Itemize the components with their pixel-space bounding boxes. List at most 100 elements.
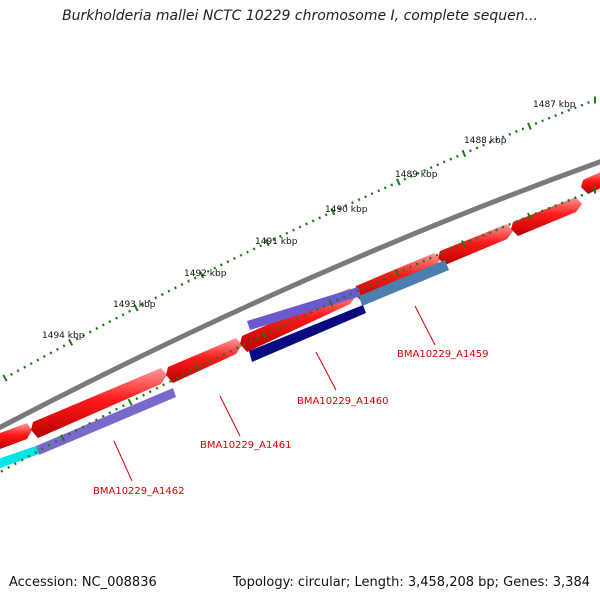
ruler-minor-tick (36, 358, 40, 362)
ruler-minor-tick (259, 244, 263, 248)
ruler-major-tick (199, 271, 205, 279)
ruler-major-tick (133, 304, 139, 312)
feature-bar (36, 388, 176, 455)
ruler-minor-tick (370, 192, 374, 196)
ruler-minor-tick (88, 421, 92, 425)
ruler-minor-tick (455, 154, 459, 158)
ruler-minor-tick (292, 228, 295, 232)
ruler-minor-tick (501, 225, 505, 229)
accession-text: Accession: NC_008836 (9, 575, 157, 590)
ruler-minor-tick (475, 236, 478, 240)
tick-label-1490: 1490 kbp (325, 205, 368, 215)
ruler-minor-tick (27, 454, 31, 458)
ruler-minor-tick (322, 304, 326, 308)
ruler-minor-tick (468, 239, 472, 243)
ruler-minor-tick (175, 376, 179, 380)
ruler-minor-tick (309, 310, 313, 314)
ruler-minor-tick (362, 286, 366, 290)
ruler-minor-tick (554, 114, 558, 118)
ruler-minor-tick (229, 349, 233, 353)
ruler-minor-tick (101, 323, 105, 327)
gene-label-a1462: BMA10229_A1462 (93, 486, 184, 497)
ruler-minor-tick (336, 298, 339, 302)
ruler-minor-tick (147, 299, 151, 303)
feature-bar (247, 287, 361, 330)
ruler-minor-tick (573, 106, 577, 110)
gene-arrow (166, 338, 242, 383)
tick-label-1488: 1488 kbp (464, 136, 507, 146)
ruler-minor-tick (344, 204, 348, 208)
ruler-minor-tick (174, 286, 177, 290)
feature-bar (359, 260, 449, 306)
ruler-minor-tick (554, 204, 557, 208)
ruler-minor-tick (573, 196, 577, 200)
ruler-minor-tick (128, 309, 131, 313)
ruler-minor-tick (94, 418, 98, 422)
leader-line (219, 395, 241, 437)
ruler-minor-tick (455, 245, 459, 249)
ruler-minor-tick (55, 347, 59, 351)
ruler-minor-tick (567, 108, 571, 112)
ruler-minor-tick (162, 383, 166, 387)
ruler-minor-tick (285, 231, 289, 235)
gene-leaders (113, 305, 436, 482)
ruler-major-tick (461, 149, 467, 158)
ruler-minor-tick (42, 354, 46, 359)
ruler (2, 96, 596, 382)
ruler-minor-tick (587, 191, 590, 195)
ruler-minor-tick (193, 276, 197, 280)
ruler-minor-tick (508, 132, 512, 136)
ruler-minor-tick (488, 231, 492, 235)
leader-line (315, 351, 337, 391)
ruler-minor-tick (10, 372, 14, 376)
ruler-minor-tick (560, 111, 564, 115)
ruler-minor-tick (409, 265, 412, 269)
ruler-minor-tick (242, 343, 246, 347)
ruler-minor-tick (435, 253, 439, 257)
ruler-minor-tick (580, 103, 584, 107)
ruler-minor-tick (416, 171, 420, 175)
ruler-minor-tick (501, 135, 505, 139)
ruler-minor-tick (81, 425, 85, 429)
feature-track (0, 260, 449, 469)
ruler-minor-tick (0, 469, 4, 473)
ruler-minor-tick (429, 166, 433, 170)
ruler-minor-tick (246, 250, 249, 254)
ruler-minor-tick (13, 462, 17, 466)
ruler-minor-tick (410, 174, 413, 178)
ruler-minor-tick (54, 440, 58, 444)
ruler-minor-tick (369, 283, 373, 287)
ruler-minor-tick (168, 379, 172, 383)
ruler-minor-tick (141, 303, 145, 307)
ruler-minor-tick (342, 295, 346, 299)
feature-bar (0, 446, 39, 469)
ruler-minor-tick (154, 296, 158, 300)
ruler-minor-tick (155, 386, 159, 390)
ruler-minor-tick (382, 277, 386, 281)
ruler-minor-tick (357, 198, 361, 202)
ruler-minor-tick (189, 369, 192, 373)
ruler-minor-tick (160, 292, 164, 297)
ruler-major-tick (60, 434, 66, 442)
ruler-minor-tick (364, 195, 367, 199)
ruler-minor-tick (95, 326, 99, 330)
genome-summary-text: Topology: circular; Length: 3,458,208 bp… (232, 575, 590, 590)
ruler-minor-tick (276, 326, 279, 330)
ruler-minor-tick (508, 222, 511, 226)
feature-bar (249, 305, 366, 362)
ruler-minor-tick (534, 121, 538, 125)
tick-label-1489: 1489 kbp (395, 170, 438, 180)
tick-label-1487: 1487 kbp (533, 100, 576, 110)
ruler-minor-tick (206, 269, 210, 273)
ruler-minor-tick (222, 352, 226, 356)
ruler-minor-tick (213, 266, 217, 270)
gene-arrow (438, 224, 513, 265)
ruler-minor-tick (495, 138, 499, 142)
ruler-major-tick (395, 178, 401, 186)
ruler-major-tick (527, 212, 532, 220)
ruler-minor-tick (67, 432, 71, 436)
ruler-minor-tick (108, 320, 112, 324)
reverse-ruler (0, 186, 596, 473)
tick-label-1494: 1494 kbp (42, 331, 85, 341)
ruler-minor-tick (422, 259, 426, 263)
